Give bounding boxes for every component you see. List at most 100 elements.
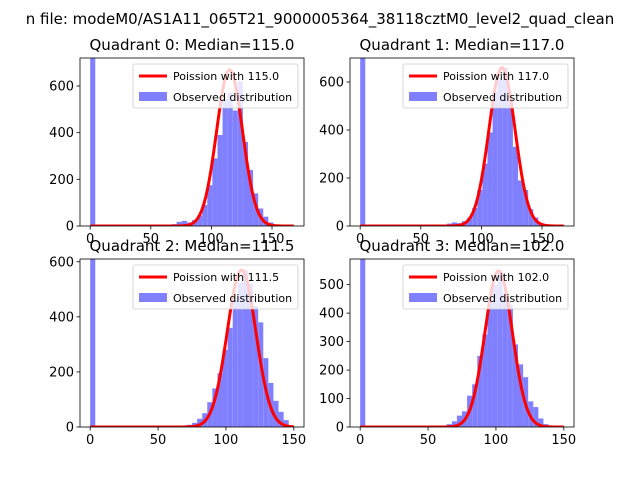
x-tick-label: 0 — [86, 433, 94, 448]
histogram-bar — [472, 384, 478, 427]
histogram-bar — [248, 170, 254, 226]
chart-title: Quadrant 0: Median=115.0 — [90, 36, 295, 54]
histogram-bar — [232, 300, 238, 427]
x-tick-label: 50 — [143, 232, 160, 247]
histogram-bar — [482, 163, 488, 226]
histogram-bar — [360, 58, 366, 226]
histogram-bar — [227, 93, 233, 226]
plot-area — [359, 58, 565, 226]
histogram-bar — [477, 355, 483, 427]
histogram-bar — [538, 418, 544, 427]
histogram-bar — [248, 283, 254, 427]
y-tick-label: 200 — [49, 173, 74, 188]
axes-frame — [349, 57, 575, 227]
histogram-bar — [492, 284, 498, 427]
x-tick-label: 0 — [86, 232, 94, 247]
histogram-bar — [212, 158, 218, 226]
figure-title: n file: modeM0/AS1A11_065T21_9000005364_… — [26, 10, 615, 29]
y-tick-label: 0 — [66, 421, 74, 436]
legend-poisson-label: Poission with 102.0 — [443, 271, 549, 284]
y-tick-label: 300 — [319, 335, 344, 350]
plot-area — [89, 58, 295, 226]
histogram-bar — [242, 270, 248, 427]
histogram-bar — [451, 222, 457, 226]
x-tick-label: 100 — [469, 232, 494, 247]
plot-area — [359, 259, 565, 427]
x-tick-label: 150 — [551, 433, 576, 448]
legend-box — [132, 63, 299, 109]
quadrant-2-chart: 0 50 100 150 0 200 400 600 Quadrant 2: Median=11… — [49, 237, 306, 448]
legend-observed-label: Observed distribution — [443, 91, 562, 104]
histogram-bar — [283, 420, 289, 427]
poisson-curve — [359, 269, 565, 427]
histogram-bar — [242, 142, 248, 226]
legend-histogram-swatch — [139, 293, 167, 302]
quadrant-0-chart: 0 50 100 150 0 200 400 600 Quadrant 0: Median=11… — [49, 36, 305, 247]
legend-histogram-swatch — [409, 92, 437, 101]
histogram-bar — [507, 304, 513, 427]
histogram-bar — [487, 132, 493, 226]
legend-box — [402, 63, 569, 109]
x-tick-label: 50 — [413, 232, 430, 247]
histogram-bar — [482, 334, 488, 427]
histogram-bar — [497, 79, 503, 226]
legend-histogram-swatch — [139, 92, 167, 101]
chart-title: Quadrant 3: Median=102.0 — [360, 237, 565, 255]
x-tick-label: 100 — [484, 433, 509, 448]
chart-title: Quadrant 2: Median=111.5 — [90, 237, 295, 255]
y-tick-label: 400 — [319, 307, 344, 322]
histogram-bar — [273, 400, 279, 427]
y-tick-label: 600 — [319, 76, 344, 91]
x-tick-label: 100 — [199, 232, 224, 247]
histogram-bar — [497, 271, 503, 427]
histogram-bar — [237, 81, 243, 226]
y-tick-label: 200 — [319, 172, 344, 187]
poisson-curve — [89, 68, 295, 226]
y-tick-label: 0 — [66, 220, 74, 235]
y-tick-label: 400 — [319, 124, 344, 139]
histogram-bar — [467, 217, 473, 226]
histogram-bar — [502, 293, 508, 427]
histogram-bar — [197, 215, 203, 226]
histogram-bar — [472, 208, 478, 226]
histogram-bar — [90, 259, 96, 427]
y-tick-label: 0 — [336, 421, 344, 436]
histogram-bar — [533, 407, 539, 427]
histogram-bar — [207, 185, 213, 226]
histogram-bar — [523, 190, 529, 226]
histogram-bar — [176, 221, 182, 226]
axes-frame — [79, 57, 305, 227]
legend-observed-label: Observed distribution — [443, 292, 562, 305]
histogram-bar — [253, 305, 259, 427]
y-tick-label: 500 — [319, 278, 344, 293]
histogram-bar — [278, 411, 284, 427]
legend: Poission with 102.0 Observed distribution — [402, 264, 569, 310]
histogram-bar — [197, 418, 203, 427]
x-tick-label: 0 — [356, 433, 364, 448]
x-tick-label: 100 — [214, 433, 239, 448]
histogram-bar — [217, 135, 223, 226]
histogram-bar — [237, 282, 243, 427]
histogram-bar — [528, 209, 534, 226]
x-tick-label: 150 — [260, 232, 285, 247]
quadrant-3-chart: 0 50 100 150 0 100 200 300 400 500 Quadrant 3: Med… — [319, 237, 576, 448]
y-tick-label: 600 — [49, 255, 74, 270]
histogram-bar — [502, 67, 508, 226]
x-tick-label: 150 — [281, 433, 306, 448]
legend-observed-label: Observed distribution — [173, 91, 292, 104]
legend: Poission with 115.0 Observed distribution — [132, 63, 299, 109]
y-tick-label: 0 — [336, 220, 344, 235]
histogram-bar — [232, 110, 238, 226]
histogram-bar — [90, 58, 96, 226]
legend: Poission with 117.0 Observed distribution — [402, 63, 569, 109]
y-tick-label: 600 — [49, 80, 74, 95]
x-tick-label: 150 — [530, 232, 555, 247]
histogram-bar — [518, 180, 524, 226]
legend-box — [132, 264, 299, 310]
histogram-bar — [492, 91, 498, 226]
y-tick-label: 400 — [49, 126, 74, 141]
legend-observed-label: Observed distribution — [173, 292, 292, 305]
histogram-bar — [512, 344, 518, 427]
legend-poisson-label: Poission with 117.0 — [443, 70, 549, 83]
